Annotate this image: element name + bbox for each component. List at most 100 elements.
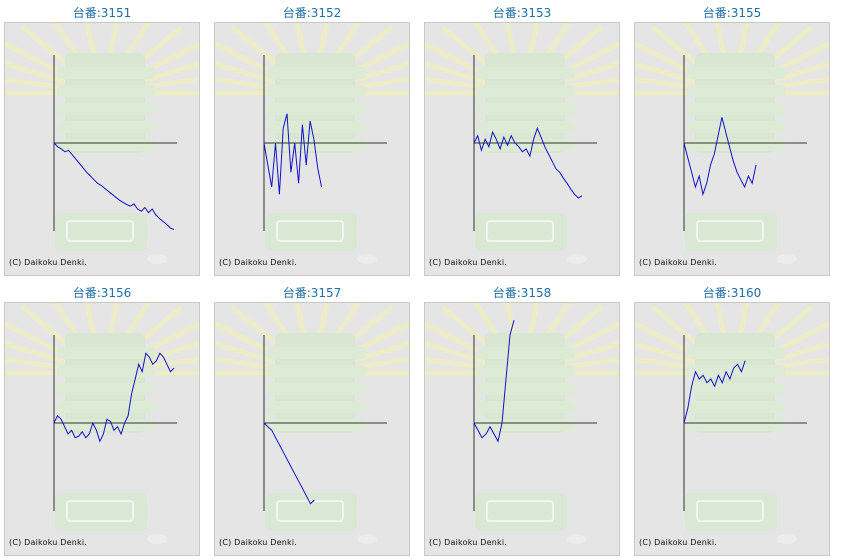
coin-shape [567,534,587,544]
chart-cell-3153: 台番:3153 (C) Daikoku Denki. [424,0,620,276]
chart-cell-3155: 台番:3155 (C) Daikoku Denki. [634,0,830,276]
copyright-text: (C) Daikoku Denki. [9,258,88,267]
chart-cell-3157: 台番:3157 (C) Daikoku Denki. [214,280,410,556]
chart-title-link[interactable]: 台番:3158 [492,286,552,300]
tray-inner [696,500,764,522]
coin-shape [357,534,377,544]
series-line [683,117,757,197]
machine-band [267,139,365,151]
machine-band [687,401,785,413]
copyright-text: (C) Daikoku Denki. [429,538,508,547]
machine-band [477,419,575,431]
machine-band [267,419,365,431]
machine-band [687,85,785,97]
background-art [5,303,199,544]
tray-inner [276,500,344,522]
chart-panel: (C) Daikoku Denki. [214,302,410,556]
tray-inner [66,220,134,242]
machine-band [267,67,365,79]
machine-band [267,401,365,413]
chart-title-link[interactable]: 台番:3160 [702,286,762,300]
series-line [263,422,315,505]
chart-svg [215,303,409,544]
machine-band [267,85,365,97]
coin-shape [567,254,587,264]
machine-band [477,401,575,413]
coin-shape [147,534,167,544]
tray-inner [276,220,344,242]
machine-band [687,365,785,377]
copyright-text: (C) Daikoku Denki. [9,538,88,547]
chart-title-link[interactable]: 台番:3156 [72,286,132,300]
chart-title-link[interactable]: 台番:3155 [702,6,762,20]
machine-band [57,347,155,359]
chart-cell-3160: 台番:3160 (C) Daikoku Denki. [634,280,830,556]
coin-shape [147,254,167,264]
chart-cell-3152: 台番:3152 (C) Daikoku Denki. [214,0,410,276]
tray-inner [66,500,134,522]
machine-band [57,85,155,97]
coin-shape [777,254,797,264]
copyright-text: (C) Daikoku Denki. [219,258,298,267]
chart-cell-3158: 台番:3158 (C) Daikoku Denki. [424,280,620,556]
machine-band [267,347,365,359]
chart-panel: (C) Daikoku Denki. [634,22,830,276]
chart-panel: (C) Daikoku Denki. [634,302,830,556]
tray-inner [696,220,764,242]
machine-band [687,419,785,431]
chart-title-link[interactable]: 台番:3153 [492,6,552,20]
machine-band [477,347,575,359]
machine-band [57,383,155,395]
tray-inner [486,500,554,522]
background-art [5,23,199,264]
coin-shape [357,254,377,264]
machine-band [687,139,785,151]
machine-band [57,121,155,133]
tray-inner [486,220,554,242]
machine-band [687,103,785,115]
machine-band [687,121,785,133]
machine-band [57,67,155,79]
chart-svg [5,303,199,544]
machine-band [687,347,785,359]
machine-band [267,103,365,115]
machine-band [477,383,575,395]
chart-panel: (C) Daikoku Denki. [4,22,200,276]
machine-band [477,139,575,151]
chart-svg [5,23,199,264]
chart-svg [425,23,619,264]
machine-band [57,401,155,413]
series-line [53,142,175,230]
chart-panel: (C) Daikoku Denki. [4,302,200,556]
machine-band [687,383,785,395]
series-line [683,360,746,424]
chart-title-link[interactable]: 台番:3152 [282,6,342,20]
chart-svg [635,23,829,264]
chart-cell-3156: 台番:3156 (C) Daikoku Denki. [4,280,200,556]
machine-band [687,67,785,79]
background-art [635,23,829,264]
machine-band [477,365,575,377]
chart-panel: (C) Daikoku Denki. [214,22,410,276]
background-art [425,303,619,544]
machine-band [57,365,155,377]
machine-band [477,121,575,133]
chart-title-link[interactable]: 台番:3151 [72,6,132,20]
machine-band [267,121,365,133]
chart-panel: (C) Daikoku Denki. [424,22,620,276]
series-line [263,113,323,195]
machine-band [57,103,155,115]
copyright-text: (C) Daikoku Denki. [429,258,508,267]
copyright-text: (C) Daikoku Denki. [639,258,718,267]
chart-title-link[interactable]: 台番:3157 [282,286,342,300]
machine-band [267,383,365,395]
copyright-text: (C) Daikoku Denki. [639,538,718,547]
machine-band [57,139,155,151]
machine-band [477,103,575,115]
chart-svg [635,303,829,544]
background-art [215,23,409,264]
machine-band [477,85,575,97]
machine-band [477,67,575,79]
series-line [53,352,175,443]
series-line [473,126,583,199]
